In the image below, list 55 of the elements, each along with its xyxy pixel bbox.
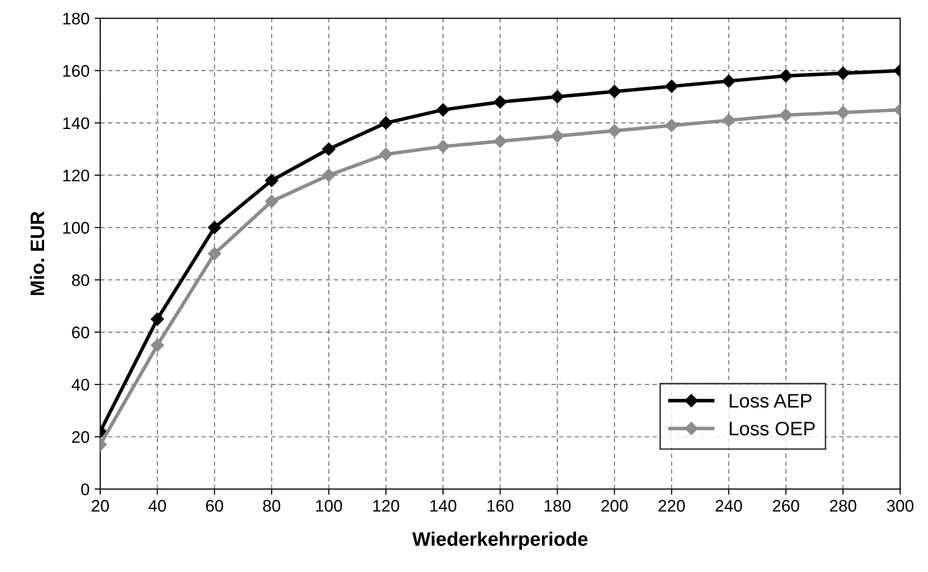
x-tick-label: 240 — [716, 500, 742, 512]
y-tick-label: 80 — [72, 274, 90, 286]
point — [665, 118, 678, 132]
y-tick-label: 160 — [63, 65, 90, 77]
point — [208, 220, 222, 234]
y-tick-label: 100 — [63, 222, 90, 234]
point — [265, 194, 278, 208]
y-tick-label: 20 — [72, 431, 90, 443]
point — [322, 168, 336, 182]
x-tick-label: 280 — [830, 500, 856, 512]
point — [608, 124, 622, 138]
y-tick-label: 120 — [63, 170, 90, 182]
x-tick-label: 40 — [148, 500, 166, 512]
legend-label: Loss OEP — [730, 422, 815, 436]
y-tick-label: 180 — [63, 12, 90, 25]
x-tick-label: 60 — [206, 500, 224, 512]
point — [665, 80, 678, 93]
x-tick-label: 20 — [92, 500, 109, 512]
point — [436, 103, 450, 116]
x-tick-label: 140 — [430, 500, 456, 512]
point — [779, 108, 792, 122]
point — [550, 129, 564, 143]
x-tick-label: 300 — [886, 500, 914, 512]
y-tick-label: 0 — [81, 483, 90, 496]
x-tick-label: 260 — [772, 500, 800, 512]
point — [150, 338, 164, 352]
point — [494, 134, 507, 148]
point — [608, 84, 622, 98]
point — [836, 66, 850, 80]
y-tick-label: 60 — [72, 326, 90, 338]
point — [379, 116, 393, 130]
point — [836, 106, 850, 120]
point — [722, 74, 736, 88]
x-tick-label: 80 — [263, 500, 280, 512]
point — [436, 140, 450, 154]
point — [208, 247, 222, 260]
point — [779, 69, 792, 82]
x-tick-label: 100 — [316, 500, 342, 512]
legend-label: Loss AEP — [730, 394, 812, 408]
point — [722, 114, 736, 127]
point — [265, 174, 278, 188]
point — [494, 95, 507, 109]
point — [150, 312, 164, 326]
x-tick-label: 160 — [488, 500, 514, 512]
y-tick-label: 40 — [72, 378, 90, 391]
x-tick-label: 120 — [373, 500, 400, 512]
x-axis-title: Wiederkehrperiode — [412, 532, 588, 550]
point — [322, 142, 336, 156]
point — [550, 90, 564, 104]
x-tick-label: 220 — [658, 500, 685, 512]
y-tick-label: 140 — [63, 117, 90, 130]
x-tick-label: 180 — [544, 500, 571, 512]
point — [379, 148, 393, 161]
y-axis-title: Mio. EUR — [30, 211, 44, 296]
x-tick-label: 200 — [601, 500, 628, 512]
